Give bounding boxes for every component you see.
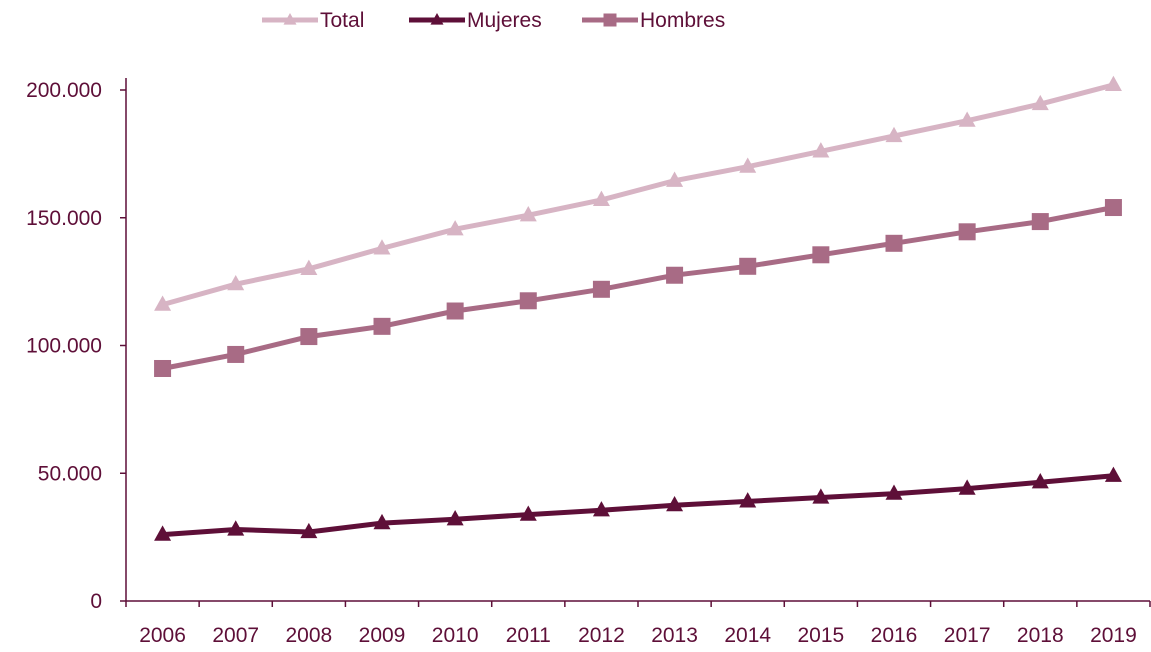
data-point-hombres — [1104, 199, 1122, 217]
data-point-hombres — [1031, 213, 1049, 231]
x-tick-label: 2016 — [871, 624, 918, 647]
x-tick-label: 2006 — [139, 624, 186, 647]
legend-item-hombres: Hombres — [582, 9, 725, 32]
x-tick-label: 2011 — [506, 624, 551, 647]
data-point-hombres — [446, 302, 464, 320]
data-point-mujeres — [227, 520, 245, 536]
data-point-mujeres — [154, 525, 172, 541]
data-point-mujeres — [373, 513, 391, 530]
data-point-mujeres — [958, 479, 976, 495]
legend-item-total: Total — [262, 9, 364, 32]
data-point-total — [227, 275, 245, 291]
series-layer — [154, 75, 1122, 541]
y-tick-label: 50.000 — [38, 462, 102, 485]
data-point-mujeres — [1104, 466, 1122, 482]
data-point-total — [1031, 94, 1049, 111]
data-point-hombres — [592, 280, 610, 298]
data-point-mujeres — [446, 510, 464, 526]
data-point-total — [373, 239, 391, 255]
data-point-hombres — [666, 266, 684, 284]
x-tick-label: 2019 — [1090, 624, 1137, 647]
data-point-hombres — [885, 234, 903, 252]
data-point-mujeres — [739, 492, 757, 508]
data-point-hombres — [154, 359, 172, 377]
data-point-mujeres — [300, 522, 318, 539]
x-tick-label: 2008 — [285, 624, 332, 647]
data-point-total — [739, 157, 757, 173]
data-point-hombres — [373, 317, 391, 335]
data-point-total — [154, 295, 172, 311]
data-point-mujeres — [592, 501, 610, 517]
data-point-hombres — [519, 292, 537, 310]
data-point-total — [519, 206, 537, 222]
data-point-total — [446, 220, 464, 236]
data-point-total — [1104, 75, 1122, 92]
legend: Total Mujeres Hombres — [262, 9, 725, 32]
x-tick-label: 2014 — [724, 624, 771, 647]
data-point-mujeres — [519, 505, 537, 521]
series-total — [154, 75, 1122, 311]
y-tick-label: 0 — [90, 590, 102, 613]
x-tick-label: 2017 — [944, 624, 991, 647]
y-tick-label: 100.000 — [26, 335, 102, 358]
data-point-total — [300, 259, 318, 275]
x-tick-label: 2015 — [797, 624, 844, 647]
x-tick-label: 2018 — [1017, 624, 1064, 647]
series-line-total — [160, 82, 1116, 308]
data-point-mujeres — [1031, 473, 1049, 489]
x-tick-label: 2007 — [212, 624, 259, 647]
x-tick-label: 2012 — [578, 624, 625, 647]
data-point-hombres — [300, 328, 318, 346]
data-point-hombres — [227, 345, 245, 363]
data-point-hombres — [958, 223, 976, 241]
series-line-mujeres — [160, 473, 1116, 538]
series-mujeres — [154, 466, 1122, 541]
data-point-hombres — [812, 246, 830, 264]
data-point-total — [666, 171, 684, 187]
legend-label-hombres: Hombres — [640, 9, 725, 32]
legend-marker-mujeres — [430, 12, 444, 25]
data-point-hombres — [739, 257, 757, 275]
series-line-hombres — [160, 205, 1116, 371]
legend-item-mujeres: Mujeres — [409, 9, 542, 32]
data-point-total — [958, 111, 976, 127]
legend-label-mujeres: Mujeres — [467, 9, 542, 32]
data-point-mujeres — [885, 484, 903, 500]
data-point-total — [592, 190, 610, 206]
data-point-total — [812, 142, 830, 158]
data-point-mujeres — [812, 488, 830, 504]
data-point-mujeres — [666, 496, 684, 512]
series-hombres — [154, 199, 1122, 377]
legend-marker-hombres — [603, 13, 617, 27]
x-tick-label: 2009 — [359, 624, 406, 647]
legend-marker-total — [283, 12, 297, 25]
axes: 0 50.000 100.000 150.000 200.000 2006 2007 2008… — [26, 78, 1151, 647]
data-point-total — [885, 126, 903, 143]
x-tick-label: 2010 — [432, 624, 479, 647]
y-tick-label: 200.000 — [26, 79, 102, 102]
y-tick-label: 150.000 — [26, 207, 102, 230]
legend-label-total: Total — [320, 9, 364, 32]
x-tick-label: 2013 — [651, 624, 698, 647]
